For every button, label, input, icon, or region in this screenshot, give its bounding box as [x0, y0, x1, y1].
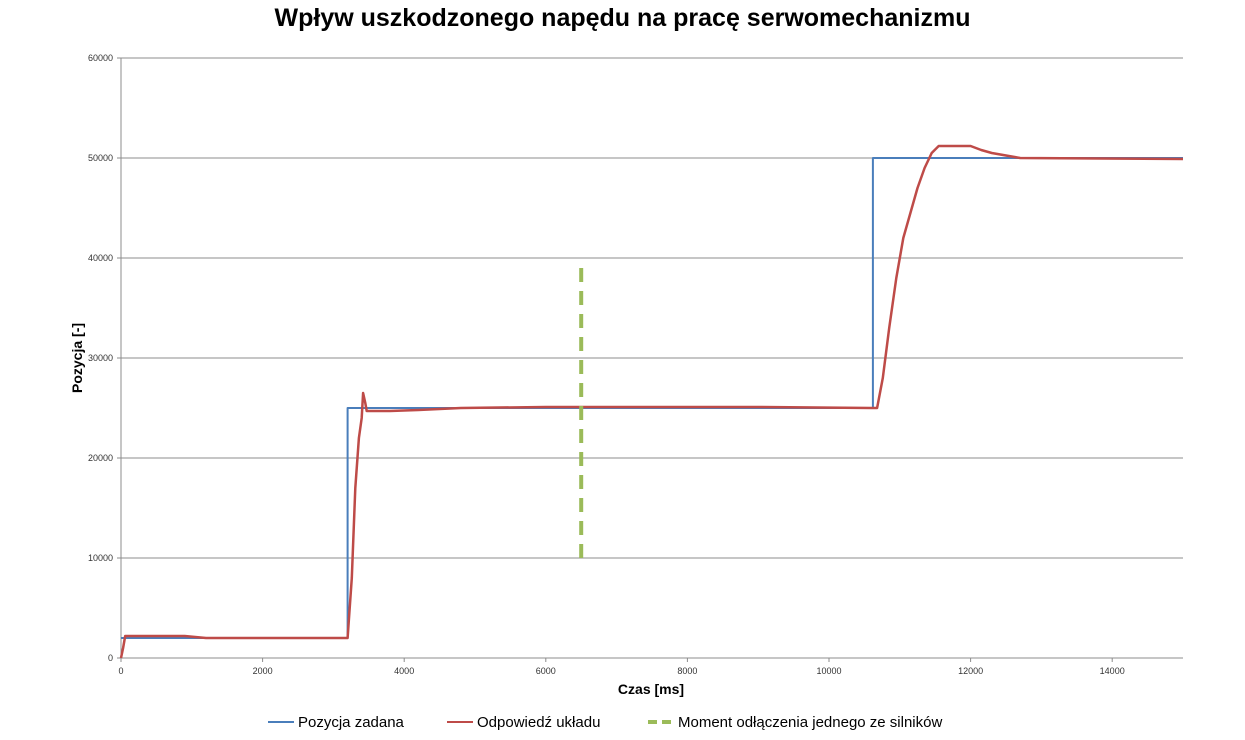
x-tick-label-3: 6000: [536, 666, 556, 676]
y-tick-label-0: 0: [108, 653, 113, 663]
x-tick-label-2: 4000: [394, 666, 414, 676]
y-tick-label-6: 60000: [88, 53, 113, 63]
y-tick-label-2: 20000: [88, 453, 113, 463]
series-lines: [119, 144, 1184, 659]
x-tick-label-0: 0: [118, 666, 123, 676]
x-tick-label-4: 8000: [677, 666, 697, 676]
y-axis-label: Pozycja [-]: [69, 323, 85, 393]
axes: [117, 57, 1183, 662]
x-tick-label-5: 10000: [816, 666, 841, 676]
legend-label-2: Moment odłączenia jednego ze silników: [678, 714, 942, 731]
gridlines: [121, 57, 1183, 559]
series-line-1: [119, 144, 1184, 659]
legend-label-1: Odpowiedź układu: [477, 714, 600, 731]
tick-labels: 0 10000 20000 30000 40000 50000 60000 0 2000 4000…: [88, 53, 1125, 676]
x-tick-label-7: 14000: [1100, 666, 1125, 676]
legend-label-0: Pozycja zadana: [298, 714, 405, 731]
y-tick-label-5: 50000: [88, 153, 113, 163]
y-tick-label-4: 40000: [88, 253, 113, 263]
y-tick-label-3: 30000: [88, 353, 113, 363]
series-line-0: [121, 157, 1183, 639]
legend: Pozycja zadana Odpowiedź układu Moment odł…: [268, 714, 942, 731]
x-axis-label: Czas [ms]: [618, 681, 684, 697]
chart-title: Wpływ uszkodzonego napędu na pracę serwo…: [274, 4, 971, 32]
y-tick-label-1: 10000: [88, 553, 113, 563]
x-tick-label-6: 12000: [958, 666, 983, 676]
x-tick-label-1: 2000: [253, 666, 273, 676]
